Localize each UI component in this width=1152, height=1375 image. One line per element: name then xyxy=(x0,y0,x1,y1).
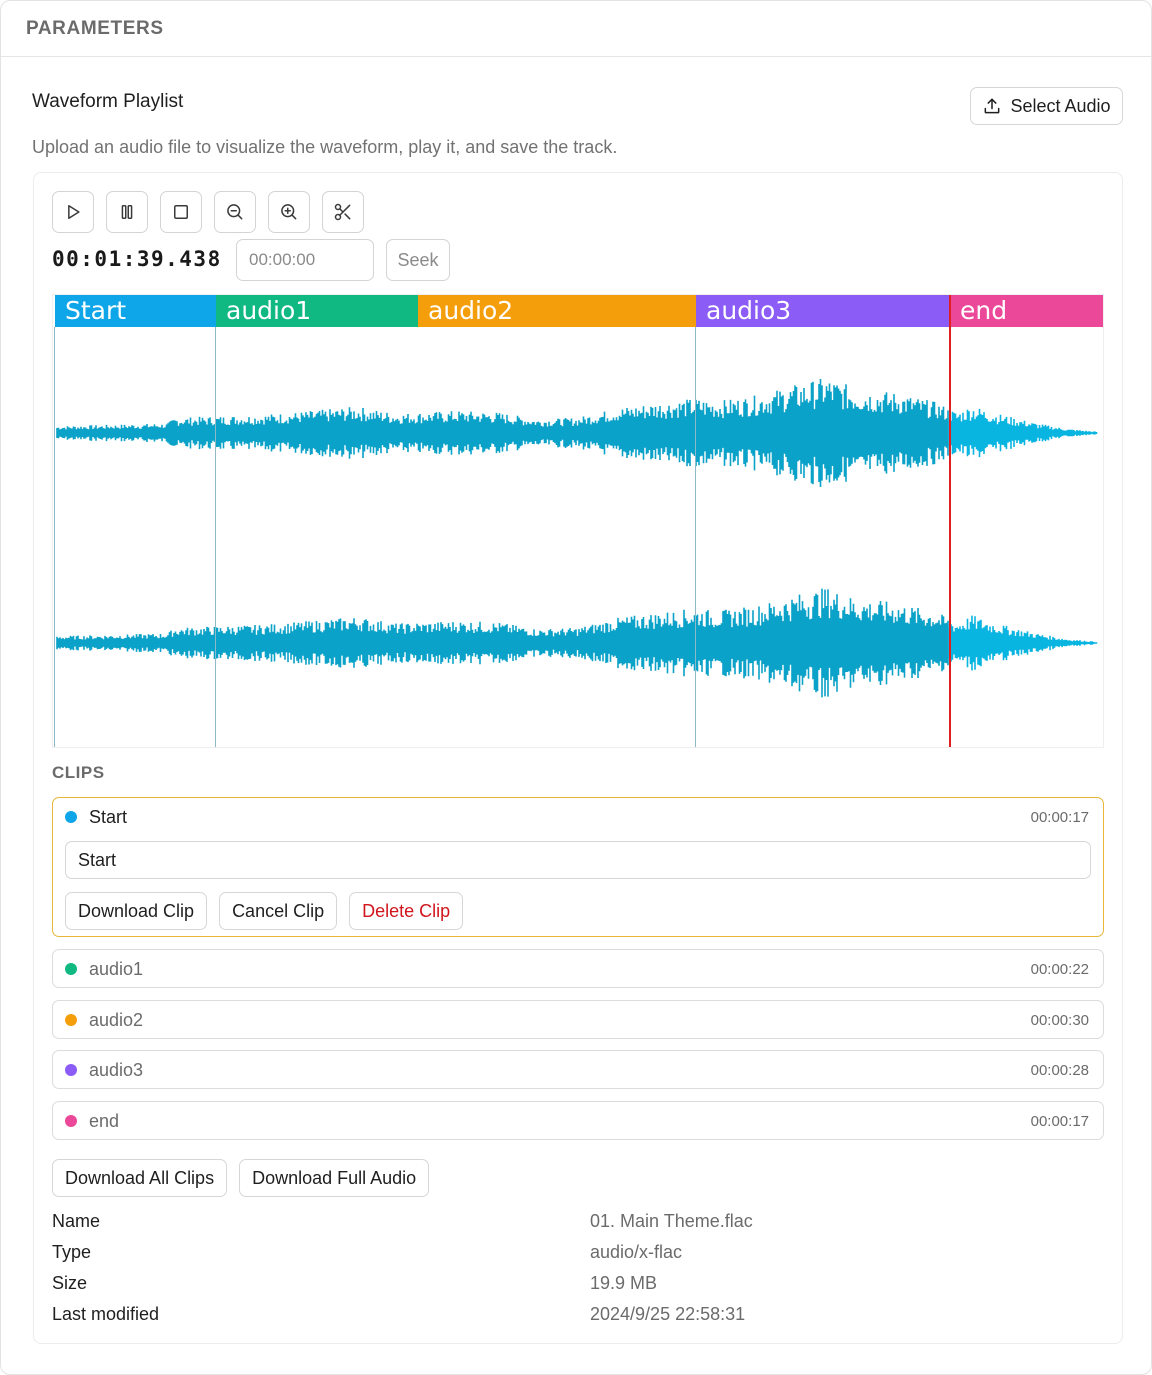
panel-header: PARAMETERS xyxy=(1,1,1151,57)
file-info-value: 2024/9/25 22:58:31 xyxy=(590,1304,746,1324)
clip-name: audio3 xyxy=(89,1059,144,1080)
player-toolbar xyxy=(52,191,364,233)
cut-button[interactable] xyxy=(322,191,364,233)
stop-icon xyxy=(174,205,188,219)
clip-header[interactable]: Start 00:00:17 xyxy=(53,798,1103,836)
clip-color-dot xyxy=(65,1014,77,1026)
file-info-value: 01. Main Theme.flac xyxy=(590,1211,753,1231)
seek-button[interactable]: Seek xyxy=(386,239,450,281)
pause-button[interactable] xyxy=(106,191,148,233)
clip-item[interactable]: Start 00:00:17 Download Clip Cancel Clip… xyxy=(52,797,1104,937)
region-label-end[interactable]: end xyxy=(950,295,1103,327)
scissors-icon xyxy=(334,203,351,221)
file-info-row: Last modified 2024/9/25 22:58:31 xyxy=(52,1304,1092,1335)
region-label-audio2[interactable]: audio2 xyxy=(418,295,696,327)
region-label-audio1[interactable]: audio1 xyxy=(216,295,418,327)
stop-button[interactable] xyxy=(160,191,202,233)
clip-duration: 00:00:17 xyxy=(1030,1112,1089,1130)
bottom-actions: Download All Clips Download Full Audio xyxy=(52,1159,430,1197)
waveform-view[interactable]: Start audio1 audio2 audio3 end xyxy=(52,294,1104,748)
widget-description: Upload an audio file to visualize the wa… xyxy=(32,137,618,157)
waveform-channel xyxy=(56,379,1098,487)
clip-header[interactable]: audio3 00:00:28 xyxy=(53,1051,1103,1089)
clip-actions: Download Clip Cancel Clip Delete Clip xyxy=(65,892,464,930)
region-label-start[interactable]: Start xyxy=(55,295,216,327)
current-time: 00:01:39.438 xyxy=(52,247,222,271)
clip-color-dot xyxy=(65,1115,77,1127)
clips-heading: CLIPS xyxy=(52,763,105,782)
region-label-audio3[interactable]: audio3 xyxy=(696,295,950,327)
clip-name: audio2 xyxy=(89,1009,144,1030)
clip-duration: 00:00:17 xyxy=(1030,808,1089,826)
delete-clip-button[interactable]: Delete Clip xyxy=(349,892,464,930)
clip-color-dot xyxy=(65,1064,77,1076)
seek-input[interactable] xyxy=(236,239,374,281)
file-info-key: Size xyxy=(52,1273,88,1293)
download-full-audio-button[interactable]: Download Full Audio xyxy=(239,1159,430,1197)
zoom-out-button[interactable] xyxy=(214,191,256,233)
play-button[interactable] xyxy=(52,191,94,233)
zoom-in-icon xyxy=(281,204,297,220)
clip-header[interactable]: audio2 00:00:30 xyxy=(53,1001,1103,1039)
clip-color-dot xyxy=(65,963,77,975)
cancel-clip-button[interactable]: Cancel Clip xyxy=(219,892,338,930)
player-card: 00:01:39.438 Seek Start audio1 audio2 au… xyxy=(33,172,1123,1344)
clip-item[interactable]: audio1 00:00:22 xyxy=(52,949,1104,988)
widget-title: Waveform Playlist xyxy=(32,91,184,112)
download-clip-button[interactable]: Download Clip xyxy=(65,892,208,930)
clip-name: Start xyxy=(89,806,128,827)
file-info-row: Type audio/x-flac xyxy=(52,1242,1092,1273)
clip-color-dot xyxy=(65,811,77,823)
file-info-row: Size 19.9 MB xyxy=(52,1273,1092,1304)
region-boundary[interactable] xyxy=(215,327,216,747)
clip-duration: 00:00:30 xyxy=(1030,1011,1089,1029)
select-audio-label: Select Audio xyxy=(1010,95,1111,116)
file-info-value: audio/x-flac xyxy=(590,1242,683,1262)
clip-item[interactable]: end 00:00:17 xyxy=(52,1101,1104,1140)
file-info-row: Name 01. Main Theme.flac xyxy=(52,1211,1092,1242)
clip-duration: 00:00:22 xyxy=(1030,960,1089,978)
file-info-key: Type xyxy=(52,1242,92,1262)
waveform-channel xyxy=(56,588,1098,698)
panel-title: PARAMETERS xyxy=(26,17,164,39)
clip-header[interactable]: audio1 00:00:22 xyxy=(53,950,1103,988)
zoom-in-button[interactable] xyxy=(268,191,310,233)
playhead-cursor[interactable] xyxy=(949,295,951,747)
clip-item[interactable]: audio3 00:00:28 xyxy=(52,1050,1104,1089)
zoom-out-icon xyxy=(227,204,243,220)
pause-icon xyxy=(121,205,133,219)
file-info: Name 01. Main Theme.flac Type audio/x-fl… xyxy=(52,1211,1092,1335)
clip-duration: 00:00:28 xyxy=(1030,1061,1089,1079)
file-info-value: 19.9 MB xyxy=(590,1273,658,1293)
play-icon xyxy=(68,205,80,219)
clip-name: audio1 xyxy=(89,958,144,979)
region-boundary[interactable] xyxy=(695,327,696,747)
region-boundary[interactable] xyxy=(54,327,55,747)
clip-header[interactable]: end 00:00:17 xyxy=(53,1102,1103,1140)
select-audio-button[interactable]: Select Audio xyxy=(970,87,1123,125)
file-info-key: Name xyxy=(52,1211,101,1231)
clip-name-input[interactable] xyxy=(65,841,1091,879)
waveform-graph xyxy=(56,379,1098,698)
file-info-key: Last modified xyxy=(52,1304,160,1324)
upload-icon xyxy=(985,98,1000,114)
clip-item[interactable]: audio2 00:00:30 xyxy=(52,1000,1104,1039)
clip-name: end xyxy=(89,1110,120,1131)
download-all-clips-button[interactable]: Download All Clips xyxy=(52,1159,228,1197)
